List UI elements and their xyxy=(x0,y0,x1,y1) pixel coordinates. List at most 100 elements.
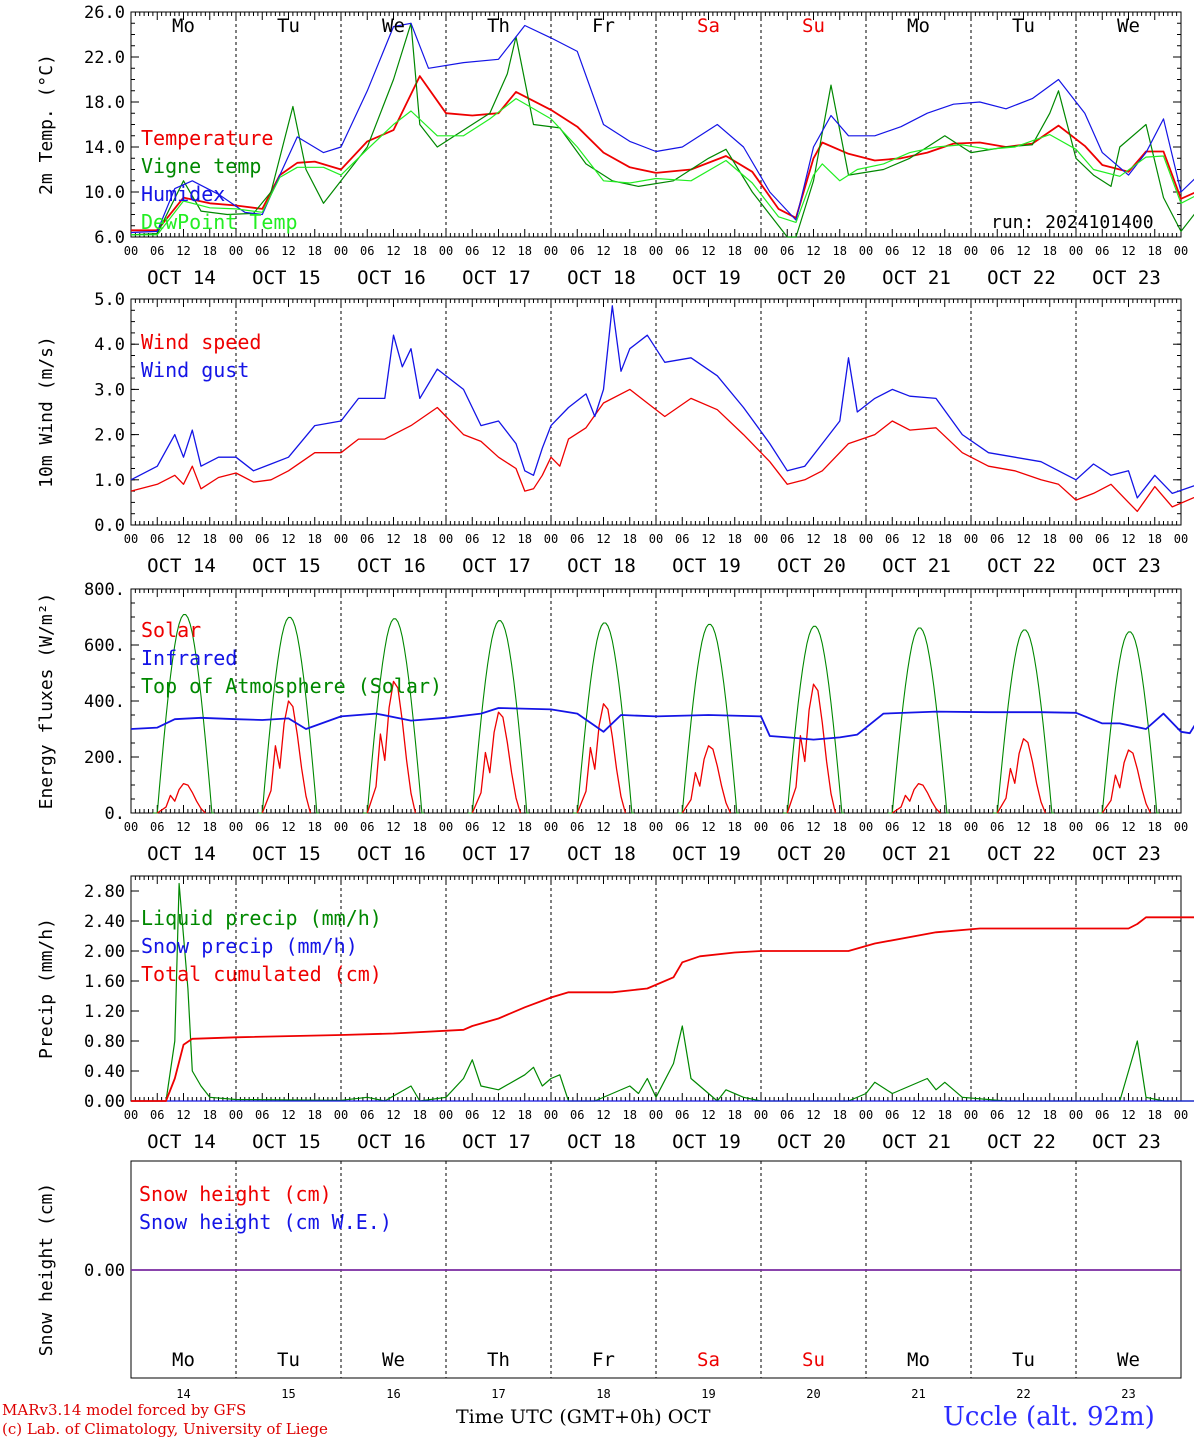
hour-tick-label: 00 xyxy=(229,820,243,834)
date-label: OCT 17 xyxy=(462,267,531,289)
date-label: OCT 22 xyxy=(987,843,1056,865)
legend-entry: Snow precip (mm/h) xyxy=(141,934,358,958)
hour-tick-label: 18 xyxy=(308,820,322,834)
hour-tick-label: 12 xyxy=(806,1108,820,1122)
hour-tick-label: 00 xyxy=(649,820,663,834)
hour-tick-label: 00 xyxy=(1069,244,1083,258)
hour-tick-label: 06 xyxy=(675,244,689,258)
hour-tick-label: 00 xyxy=(1069,1108,1083,1122)
weekday-label: Mo xyxy=(907,15,930,37)
legend-entry: Liquid precip (mm/h) xyxy=(141,906,382,930)
weekday-label: Tu xyxy=(1012,15,1035,37)
ytick-label: 2.00 xyxy=(84,942,125,962)
date-label: OCT 18 xyxy=(567,1131,636,1153)
date-label: OCT 23 xyxy=(1092,1131,1161,1153)
hour-tick-label: 00 xyxy=(334,532,348,546)
hour-tick-label: 18 xyxy=(728,1108,742,1122)
hour-tick-label: 06 xyxy=(675,820,689,834)
ytick-label: 22.0 xyxy=(84,48,125,68)
weekday-label: We xyxy=(382,15,405,37)
date-label: OCT 15 xyxy=(252,267,321,289)
solar-curve xyxy=(1101,749,1151,814)
hour-tick-label: 06 xyxy=(465,532,479,546)
hour-tick-label: 12 xyxy=(596,532,610,546)
hour-tick-label: 06 xyxy=(885,820,899,834)
hour-tick-label: 00 xyxy=(964,820,978,834)
ytick-label: 3.0 xyxy=(94,380,125,400)
hour-tick-label: 18 xyxy=(308,532,322,546)
y-axis-label: 10m Wind (m/s) xyxy=(36,336,57,488)
date-label: OCT 15 xyxy=(252,555,321,577)
hour-tick-label: 06 xyxy=(1095,532,1109,546)
y-axis-label: 2m Temp. (°C) xyxy=(36,54,57,195)
hour-tick-label: 06 xyxy=(675,532,689,546)
hour-tick-label: 00 xyxy=(124,1108,138,1122)
ytick-label: 0.00 xyxy=(84,1261,125,1281)
weekday-label: We xyxy=(382,1349,405,1371)
run-label: run: 2024101400 xyxy=(991,212,1154,233)
ytick-label: 2.40 xyxy=(84,912,125,932)
time-axis-label: Time UTC (GMT+0h) OCT xyxy=(456,1406,711,1428)
ytick-label: 2.80 xyxy=(84,882,125,902)
hour-tick-label: 06 xyxy=(885,244,899,258)
date-label: OCT 23 xyxy=(1092,267,1161,289)
hour-tick-label: 12 xyxy=(176,820,190,834)
hour-tick-label: 06 xyxy=(885,1108,899,1122)
ytick-label: 200. xyxy=(84,748,125,768)
hour-tick-label: 18 xyxy=(938,244,952,258)
hour-tick-label: 12 xyxy=(386,532,400,546)
legend-entry: DewPoint Temp xyxy=(141,210,298,234)
series-line xyxy=(130,22,1194,234)
hour-tick-label: 12 xyxy=(1016,1108,1030,1122)
ytick-label: 1.20 xyxy=(84,1002,125,1022)
hour-tick-label: 12 xyxy=(596,244,610,258)
hour-tick-label: 18 xyxy=(413,820,427,834)
hour-tick-label: 00 xyxy=(124,244,138,258)
hour-tick-label: 00 xyxy=(544,820,558,834)
ytick-label: 0.40 xyxy=(84,1062,125,1082)
hour-tick-label: 12 xyxy=(491,244,505,258)
weekday-label: Th xyxy=(487,1349,510,1371)
date-label: OCT 16 xyxy=(357,555,426,577)
date-label: OCT 14 xyxy=(147,843,216,865)
legend-entry: Top of Atmosphere (Solar) xyxy=(141,674,442,698)
hour-tick-label: 00 xyxy=(124,820,138,834)
panel-snow: 0.00 Snow height (cm) Snow height (cm) Snow… xyxy=(36,1160,1182,1401)
ytick-label: 10.0 xyxy=(84,183,125,203)
hour-tick-label: 06 xyxy=(675,1108,689,1122)
hour-tick-label: 00 xyxy=(859,244,873,258)
panels: 00 06 12 18 OCT 14 00 06 12 18 OCT 15 00 06 12 18 OCT … xyxy=(36,3,1194,1401)
hour-tick-label: 00 xyxy=(964,532,978,546)
date-label: OCT 17 xyxy=(462,843,531,865)
hour-tick-label: 12 xyxy=(386,820,400,834)
hour-tick-label: 06 xyxy=(570,532,584,546)
toa-curve xyxy=(572,622,635,814)
hour-tick-label: 12 xyxy=(176,1108,190,1122)
hour-tick-label: 06 xyxy=(255,532,269,546)
hour-tick-label: 18 xyxy=(1148,820,1162,834)
date-label: OCT 16 xyxy=(357,267,426,289)
date-label: OCT 14 xyxy=(147,1131,216,1153)
hour-tick-label: 18 xyxy=(518,820,532,834)
legend-entry: Temperature xyxy=(141,126,273,150)
hour-tick-label: 18 xyxy=(413,532,427,546)
hour-tick-label: 12 xyxy=(281,820,295,834)
weekday-label: We xyxy=(1117,15,1140,37)
legend-entry: Infrared xyxy=(141,646,237,670)
hour-tick-label: 18 xyxy=(203,244,217,258)
hour-tick-label: 00 xyxy=(544,1108,558,1122)
hour-tick-label: 18 xyxy=(1148,532,1162,546)
weekday-label: Mo xyxy=(907,1349,930,1371)
date-label: OCT 19 xyxy=(672,555,741,577)
weekday-label: Fr xyxy=(592,1349,615,1371)
hour-tick-label: 00 xyxy=(1174,820,1188,834)
hour-tick-label: 18 xyxy=(203,532,217,546)
ytick-label: 0.0 xyxy=(94,516,125,536)
weekday-label: Su xyxy=(802,15,825,37)
hour-tick-label: 18 xyxy=(623,532,637,546)
hour-tick-label: 12 xyxy=(1016,532,1030,546)
series-line xyxy=(130,22,1194,238)
ytick-label: 18.0 xyxy=(84,93,125,113)
toa-curve xyxy=(992,629,1055,814)
hour-tick-label: 00 xyxy=(334,1108,348,1122)
